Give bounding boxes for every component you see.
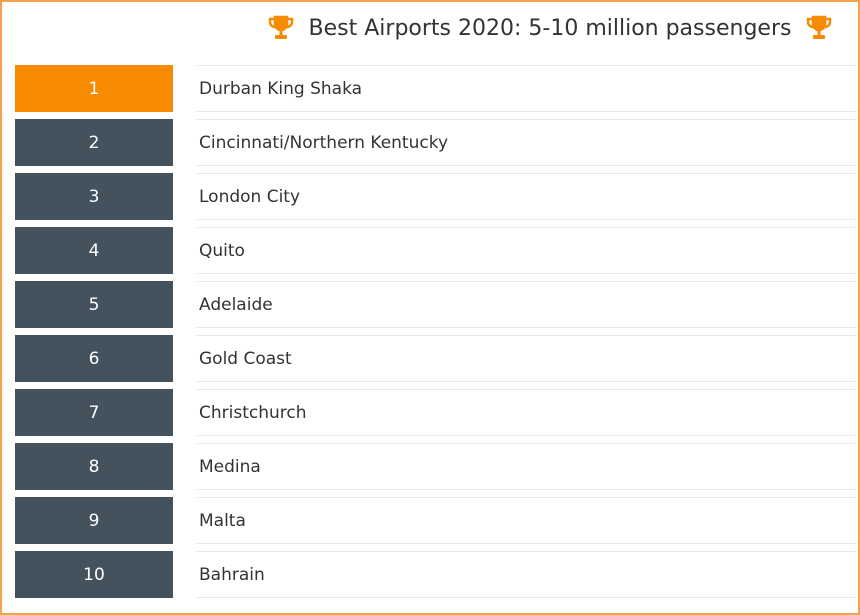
trophy-icon <box>807 15 832 39</box>
ranking-row: 9 Malta <box>15 497 857 544</box>
ranking-row: 2 Cincinnati/Northern Kentucky <box>15 119 857 166</box>
rank-badge: 8 <box>15 443 173 490</box>
airport-name: Malta <box>197 497 857 544</box>
airport-name: Gold Coast <box>197 335 857 382</box>
ranking-row: 3 London City <box>15 173 857 220</box>
ranking-row: 8 Medina <box>15 443 857 490</box>
title: Best Airports 2020: 5-10 million passeng… <box>308 15 792 41</box>
airport-name: Durban King Shaka <box>197 65 857 112</box>
rank-badge: 2 <box>15 119 173 166</box>
rank-badge: 6 <box>15 335 173 382</box>
airport-name: Quito <box>197 227 857 274</box>
ranking-row: 7 Christchurch <box>15 389 857 436</box>
airport-name: London City <box>197 173 857 220</box>
ranking-row: 4 Quito <box>15 227 857 274</box>
airport-name: Christchurch <box>197 389 857 436</box>
rank-badge: 5 <box>15 281 173 328</box>
rank-badge: 4 <box>15 227 173 274</box>
airport-name: Cincinnati/Northern Kentucky <box>197 119 857 166</box>
rank-badge: 7 <box>15 389 173 436</box>
header: Best Airports 2020: 5-10 million passeng… <box>252 8 848 48</box>
trophy-icon <box>268 15 293 39</box>
ranking-row: 10 Bahrain <box>15 551 857 598</box>
rank-badge: 9 <box>15 497 173 544</box>
airport-name: Bahrain <box>197 551 857 598</box>
rank-badge: 1 <box>15 65 173 112</box>
rank-badge: 10 <box>15 551 173 598</box>
airport-name: Adelaide <box>197 281 857 328</box>
ranking-row: 6 Gold Coast <box>15 335 857 382</box>
ranking-row: 1 Durban King Shaka <box>15 65 857 112</box>
rank-badge: 3 <box>15 173 173 220</box>
ranking-row: 5 Adelaide <box>15 281 857 328</box>
airport-name: Medina <box>197 443 857 490</box>
